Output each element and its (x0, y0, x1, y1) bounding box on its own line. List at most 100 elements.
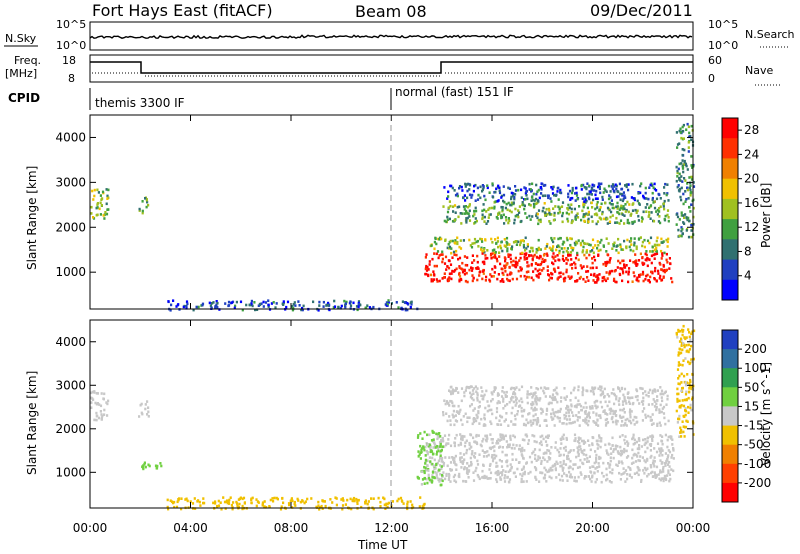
power-region-3 (443, 182, 670, 203)
power-colorbar-swatch (722, 178, 738, 200)
power-ytick-label: 4000 (55, 130, 86, 144)
nave-trace (92, 72, 692, 77)
freq-tick-top: 18 (62, 54, 76, 67)
velocity-colorbar-tick: 15 (744, 399, 759, 413)
velocity-xtick-label: 00:00 (73, 521, 108, 535)
nave-label: Nave (745, 64, 773, 77)
velocity-colorbar-swatch (722, 425, 738, 446)
date-title: 09/Dec/2011 (590, 1, 693, 20)
velocity-colorbar-swatch (722, 406, 738, 426)
velocity-colorbar-swatch (722, 387, 738, 407)
velocity-colorbar-swatch (722, 368, 738, 388)
freq-label-line2: [MHz] (5, 67, 37, 80)
velocity-colorbar-tick: -50 (744, 438, 764, 452)
cpid-label: CPID (8, 91, 40, 105)
nsky-tick-bottom: 10^0 (56, 39, 86, 52)
power-colorbar-tick: 8 (744, 244, 752, 258)
beam-title: Beam 08 (355, 2, 427, 21)
cpid-segment-2: normal (fast) 151 IF (395, 85, 514, 99)
power-ytick-label: 2000 (55, 220, 86, 234)
power-colorbar-tick: 12 (744, 220, 759, 234)
nave-tick-top: 60 (708, 54, 722, 67)
power-colorbar-swatch (722, 198, 738, 220)
velocity-region-6 (675, 324, 696, 438)
power-region-5 (138, 196, 150, 215)
nsearch-tick-bottom: 10^0 (708, 39, 738, 52)
velocity-ytick-label: 1000 (55, 465, 86, 479)
freq-label-line1: Freq. (14, 54, 41, 67)
power-colorbar-swatch (722, 138, 738, 159)
nsky-strip: N.Sky 10^5 10^0 10^5 10^0 N.Search (4, 18, 795, 52)
power-colorbar-swatch (722, 158, 738, 180)
cpid-strip: CPID themis 3300 IF normal (fast) 151 IF (8, 85, 694, 110)
power-colorbar-swatch (722, 259, 738, 281)
nave-tick-bottom: 0 (708, 72, 715, 85)
power-region-7 (167, 299, 419, 312)
velocity-colorbar-tick: 50 (744, 380, 759, 394)
nsearch-label: N.Search (745, 28, 795, 41)
velocity-colorbar-tick: 200 (744, 342, 767, 356)
power-yticks: 1000 2000 3000 4000 (55, 130, 693, 279)
velocity-region-2 (416, 429, 444, 487)
velocity-region-4 (138, 400, 150, 418)
power-colorbar-swatch (722, 219, 738, 240)
power-colorbar: 4 8 12 16 20 24 28 (721, 117, 759, 301)
nsky-label: N.Sky (5, 32, 37, 45)
velocity-xtick-label: 00:00 (676, 521, 711, 535)
power-colorbar-tick: 4 (744, 269, 752, 283)
velocity-xtick-label: 16:00 (475, 521, 510, 535)
velocity-xtick-label: 08:00 (274, 521, 309, 535)
velocity-xtick-label: 04:00 (173, 521, 208, 535)
power-panel: 1000 2000 3000 4000 Slant Range [km] (25, 114, 696, 312)
velocity-ylabel: Slant Range [km] (25, 371, 39, 475)
power-ytick-label: 1000 (55, 265, 86, 279)
velocity-region-1 (442, 385, 670, 427)
velocity-ytick-label: 2000 (55, 422, 86, 436)
velocity-colorbar-swatch (722, 349, 738, 369)
velocity-colorbar-tick: -200 (744, 476, 771, 490)
velocity-xtick-label: 20:00 (575, 521, 610, 535)
freq-tick-bottom: 8 (68, 72, 75, 85)
power-region-4 (90, 188, 110, 220)
velocity-region-0 (424, 433, 675, 484)
velocity-colorbar-swatch (722, 463, 738, 484)
nsky-trace (89, 34, 693, 39)
velocity-colorbar-label: Velocity [m s^-1] (759, 362, 773, 466)
velocity-xlabel: Time UT (357, 538, 408, 552)
power-colorbar-tick: 24 (744, 147, 759, 161)
velocity-ytick-label: 4000 (55, 335, 86, 349)
nsearch-tick-top: 10^5 (708, 18, 738, 31)
velocity-xtick-label: 12:00 (374, 521, 409, 535)
power-colorbar-tick: 28 (744, 123, 759, 137)
power-colorbar-swatch (722, 279, 738, 301)
nsky-tick-top: 10^5 (56, 18, 86, 31)
freq-strip: Freq. [MHz] 18 8 60 0 Nave (5, 54, 780, 86)
power-colorbar-tick: 16 (744, 196, 759, 210)
velocity-region-5 (141, 461, 163, 471)
velocity-colorbar-tick: 100 (744, 361, 767, 375)
velocity-colorbar-tick: -15 (744, 419, 764, 433)
velocity-panel: 1000 2000 3000 4000 00:00 04:00 08:00 12:00 16:… (25, 319, 711, 552)
power-colorbar-swatch (722, 239, 738, 260)
power-ytick-label: 3000 (55, 175, 86, 189)
velocity-colorbar: 200 100 50 15 -15 -50 -100 -200 (721, 329, 771, 503)
power-ylabel: Slant Range [km] (25, 166, 39, 270)
velocity-ytick-label: 3000 (55, 378, 86, 392)
velocity-colorbar-swatch (722, 482, 738, 503)
velocity-xticks: 00:00 04:00 08:00 12:00 16:00 20:00 00:00 (73, 521, 711, 535)
velocity-colorbar-swatch (722, 444, 738, 465)
station-title: Fort Hays East (fitACF) (92, 1, 273, 20)
power-region-1 (429, 236, 670, 255)
cpid-segment-1: themis 3300 IF (95, 96, 185, 110)
power-colorbar-swatch (722, 118, 738, 139)
velocity-yticks: 1000 2000 3000 4000 (55, 335, 693, 479)
freq-trace (90, 61, 693, 74)
velocity-colorbar-swatch (722, 330, 738, 350)
velocity-cells (89, 320, 696, 511)
velocity-region-3 (90, 390, 110, 422)
power-region-0 (424, 252, 674, 284)
power-cells (89, 115, 696, 312)
power-colorbar-label: Power [dB] (759, 183, 773, 248)
power-colorbar-tick: 20 (744, 172, 759, 186)
